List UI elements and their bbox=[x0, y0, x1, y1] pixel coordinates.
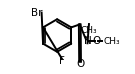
Text: F: F bbox=[59, 56, 65, 66]
Text: Br: Br bbox=[31, 8, 43, 18]
Text: CH₃: CH₃ bbox=[81, 26, 97, 35]
Text: N: N bbox=[84, 36, 91, 46]
Text: CH₃: CH₃ bbox=[103, 37, 120, 46]
Text: O: O bbox=[93, 36, 101, 46]
Text: O: O bbox=[76, 59, 84, 69]
